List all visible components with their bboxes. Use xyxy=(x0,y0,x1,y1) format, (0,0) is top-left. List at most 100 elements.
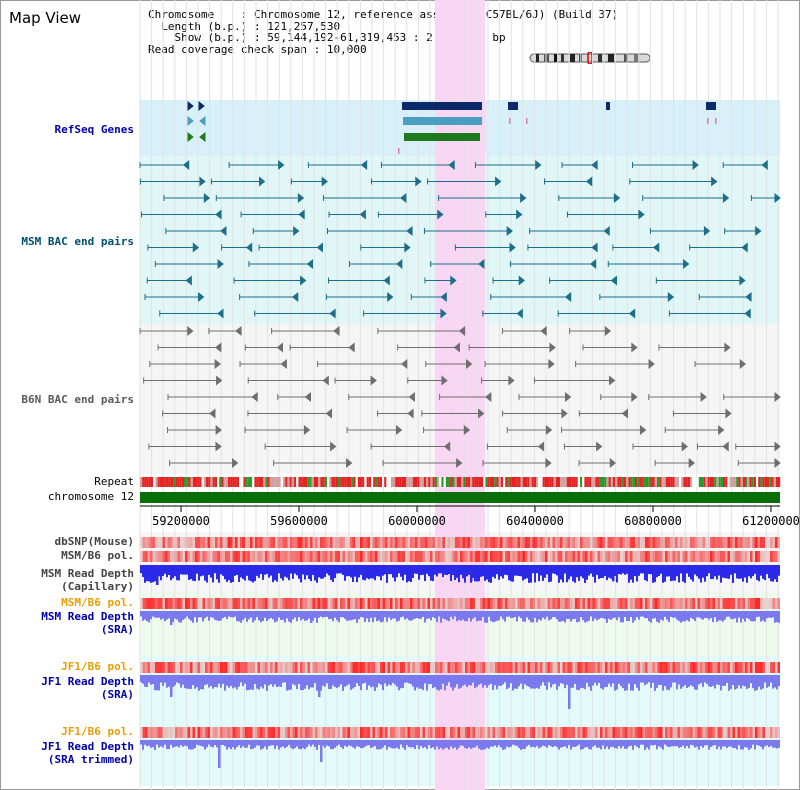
polymorphism-cell xyxy=(152,598,155,609)
depth-bar xyxy=(420,675,422,689)
depth-bar xyxy=(362,740,364,749)
polymorphism-cell xyxy=(250,537,253,548)
repeat-cell xyxy=(668,477,671,487)
polymorphism-cell xyxy=(457,537,460,548)
polymorphism-cell xyxy=(545,727,548,738)
depth-bar xyxy=(286,611,288,619)
polymorphism-cell xyxy=(557,598,560,609)
depth-bar xyxy=(680,740,682,748)
polymorphism-cell xyxy=(567,551,570,562)
depth-bar xyxy=(560,611,562,622)
depth-bar xyxy=(742,675,744,686)
track-label-jf1-depth-sra-1: JF1 Read Depth xyxy=(41,675,134,688)
polymorphism-cell xyxy=(330,537,333,548)
depth-bar xyxy=(328,675,330,690)
repeat-cell xyxy=(487,477,490,487)
polymorphism-cell xyxy=(562,537,565,548)
polymorphism-cell xyxy=(317,662,320,673)
polymorphism-cell xyxy=(535,551,538,562)
repeat-cell xyxy=(252,477,255,487)
polymorphism-cell xyxy=(737,727,740,738)
depth-bar xyxy=(504,740,506,750)
polymorphism-cell xyxy=(485,551,488,562)
depth-bar xyxy=(490,611,492,622)
depth-bar xyxy=(190,675,192,689)
repeat-cell xyxy=(597,477,600,487)
depth-bar xyxy=(242,675,244,687)
polymorphism-cell xyxy=(345,537,348,548)
repeat-cell xyxy=(569,477,572,487)
depth-bar xyxy=(258,675,260,690)
depth-bar xyxy=(668,740,670,748)
repeat-cell xyxy=(709,477,712,487)
polymorphism-cell xyxy=(555,662,558,673)
depth-bar xyxy=(362,611,364,618)
bac-end-arrow xyxy=(400,192,407,204)
depth-bar xyxy=(222,675,224,684)
bac-end-arrow xyxy=(215,441,222,452)
polymorphism-cell xyxy=(705,662,708,673)
polymorphism-cell xyxy=(612,662,615,673)
bac-end-arrow xyxy=(703,225,711,237)
depth-bar xyxy=(654,565,656,583)
polymorphism-cell xyxy=(585,662,588,673)
depth-bar xyxy=(776,740,778,749)
polymorphism-cell xyxy=(480,598,483,609)
depth-bar xyxy=(740,675,742,689)
repeat-cell xyxy=(520,477,523,487)
polymorphism-cell xyxy=(475,598,478,609)
depth-spike xyxy=(568,675,571,709)
repeat-cell xyxy=(670,477,673,487)
polymorphism-cell xyxy=(727,598,730,609)
repeat-cell xyxy=(164,477,167,487)
polymorphism-cell xyxy=(220,727,223,738)
depth-bar xyxy=(144,675,146,687)
depth-bar xyxy=(206,675,208,685)
depth-bar xyxy=(220,565,222,575)
polymorphism-cell xyxy=(730,537,733,548)
bac-end-arrow xyxy=(443,441,451,452)
depth-bar xyxy=(576,740,578,747)
depth-bar xyxy=(604,565,606,577)
depth-bar xyxy=(310,740,312,747)
polymorphism-cell xyxy=(545,537,548,548)
polymorphism-cell xyxy=(755,551,758,562)
depth-bar xyxy=(336,740,338,747)
polymorphism-cell xyxy=(595,662,598,673)
polymorphism-cell xyxy=(655,598,658,609)
polymorphism-cell xyxy=(437,727,440,738)
polymorphism-cell xyxy=(190,727,193,738)
depth-bar xyxy=(252,611,254,623)
polymorphism-cell xyxy=(235,598,238,609)
polymorphism-cell xyxy=(500,598,503,609)
polymorphism-cell xyxy=(215,537,218,548)
polymorphism-cell xyxy=(172,598,175,609)
repeat-cell xyxy=(274,477,277,487)
polymorphism-cell xyxy=(352,727,355,738)
track-label-dbsnp: dbSNP(Mouse) xyxy=(54,535,134,548)
polymorphism-cell xyxy=(430,537,433,548)
bac-end-arrow xyxy=(245,242,253,253)
depth-bar xyxy=(682,565,684,582)
depth-bar xyxy=(210,675,212,686)
repeat-cell xyxy=(368,477,371,487)
polymorphism-cell xyxy=(715,598,718,609)
depth-bar xyxy=(768,611,770,618)
depth-bar xyxy=(194,740,196,749)
depth-bar xyxy=(420,565,422,576)
polymorphism-cell xyxy=(717,537,720,548)
polymorphism-cell xyxy=(472,598,475,609)
depth-bar xyxy=(700,675,702,684)
bac-end-arrow xyxy=(508,375,515,386)
polymorphism-cell xyxy=(182,727,185,738)
depth-bar xyxy=(778,565,780,576)
polymorphism-cell xyxy=(745,551,748,562)
depth-bar xyxy=(518,565,520,577)
depth-bar xyxy=(476,675,478,687)
depth-bar xyxy=(430,611,432,621)
depth-bar xyxy=(466,675,468,688)
depth-bar xyxy=(534,675,536,689)
repeat-cell xyxy=(401,477,404,487)
polymorphism-cell xyxy=(207,727,210,738)
